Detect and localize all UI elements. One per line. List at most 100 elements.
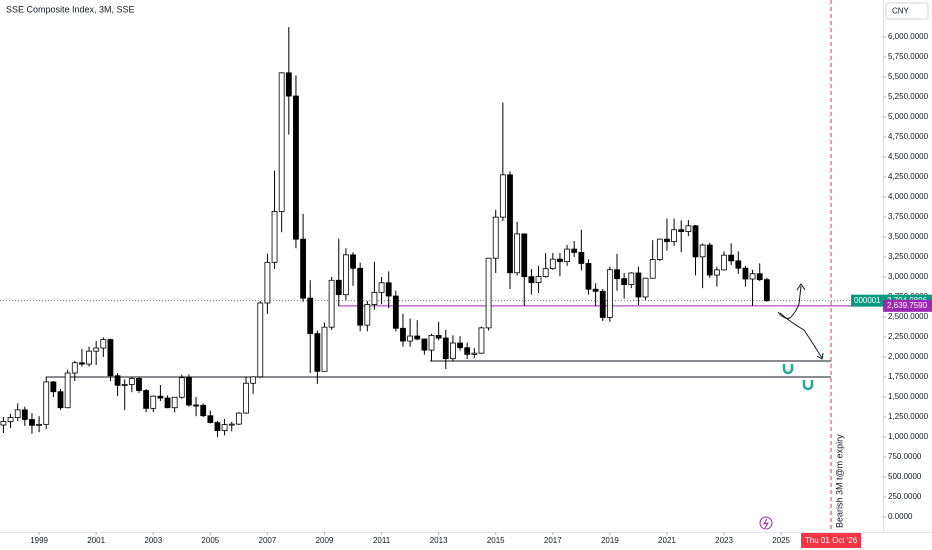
candle-body (485, 257, 492, 329)
candle-body (193, 404, 199, 407)
magnet-icon (802, 380, 814, 391)
candle-body (64, 372, 71, 409)
candle-body (571, 248, 578, 253)
y-tick-label: 0.0000 (888, 512, 913, 521)
candle-body (136, 378, 142, 391)
candle-body (549, 258, 556, 270)
candle-body (364, 304, 371, 326)
candle-body (128, 378, 135, 385)
candle-body (464, 347, 471, 355)
candle-body (535, 276, 542, 284)
y-tick-label: 4,500.0000 (888, 152, 929, 161)
candle-body (642, 277, 649, 298)
x-tick-label: 2003 (144, 536, 162, 545)
candle-body (621, 278, 628, 285)
candle-body (321, 326, 328, 372)
date-label-bg (801, 533, 862, 548)
y-tick-label: 2,250.0000 (888, 332, 929, 341)
candle-body (585, 263, 592, 290)
candle-body (228, 423, 235, 426)
plot-area (0, 27, 883, 438)
candle-body (599, 290, 606, 318)
y-tick-label: 2,500.0000 (888, 312, 929, 321)
candle-body (421, 338, 428, 351)
candle-body (635, 272, 642, 298)
y-tick-label: 4,250.0000 (888, 172, 929, 181)
candle-body (293, 95, 299, 240)
event-icon[interactable] (759, 516, 773, 530)
candle-body (564, 248, 570, 263)
forecast-arrow-up (777, 285, 802, 319)
candle-body (763, 279, 770, 302)
candle-body (378, 282, 385, 293)
candle-body (335, 279, 342, 296)
candle-body (649, 259, 656, 279)
magnet-icon (782, 364, 794, 375)
x-tick-label: 2005 (201, 536, 219, 545)
x-tick-label: 2007 (259, 536, 277, 545)
candle-body (71, 362, 78, 374)
candle-body (606, 269, 613, 318)
candle-body (435, 335, 442, 339)
candle-body (171, 396, 178, 409)
candle-body (442, 337, 449, 360)
candle-body (357, 267, 364, 326)
candle-body (557, 258, 563, 263)
y-tick-label: 5,000.0000 (888, 112, 929, 121)
candle-body (521, 233, 528, 278)
y-tick-label: 1,750.0000 (888, 372, 929, 381)
candle-body (671, 229, 677, 243)
candle-body (614, 269, 620, 280)
candle-body (385, 282, 392, 297)
x-tick-label: 2025 (772, 536, 790, 545)
candle-body (300, 238, 306, 299)
symbol-label: 000001 (854, 296, 881, 305)
candle-body (371, 291, 378, 305)
date-label: Thu 01 Oct '26 (805, 536, 858, 545)
candle-body (57, 391, 64, 409)
y-tick-label: 1,000.0000 (888, 432, 929, 441)
candle-body (692, 225, 699, 258)
candle-body (756, 273, 763, 281)
candle-body (278, 72, 285, 212)
candle-body (592, 288, 599, 292)
candle-body (235, 412, 242, 425)
candle-body (414, 335, 421, 340)
x-tick-label: 2011 (373, 536, 391, 545)
arrow-head (816, 352, 824, 360)
candle-body (257, 302, 264, 378)
y-tick-label: 4,000.0000 (888, 192, 929, 201)
candle-body (0, 421, 7, 426)
candle-body (656, 238, 663, 260)
candle-body (742, 267, 749, 280)
candle-body (706, 244, 713, 276)
candle-body (450, 342, 456, 360)
candle-body (157, 395, 164, 399)
candle-body (50, 381, 57, 393)
chart-title: SSE Composite Index, 3M, SSE (6, 4, 135, 14)
y-tick-label: 3,750.0000 (888, 212, 929, 221)
candle-body (328, 279, 335, 328)
candle-body (29, 419, 35, 426)
candle-body (43, 381, 50, 425)
candle-body (100, 339, 107, 349)
y-tick-label: 1,250.0000 (888, 412, 929, 421)
candle-body (507, 174, 513, 274)
candle-body (699, 244, 706, 258)
x-tick-label: 2019 (601, 536, 619, 545)
arrow-head (796, 283, 806, 291)
candle-body (150, 395, 157, 409)
candle-body (350, 254, 356, 269)
candle-body (721, 254, 727, 271)
y-tick-label: 3,250.0000 (888, 252, 929, 261)
candle-body (143, 390, 150, 409)
y-tick-label: 750.0000 (888, 452, 922, 461)
candle-body (578, 252, 585, 264)
x-tick-label: 1999 (30, 536, 48, 545)
candle-body (735, 260, 742, 269)
candle-body (264, 261, 271, 304)
candle-body (314, 333, 321, 372)
candle-body (307, 297, 314, 334)
currency-button[interactable] (885, 2, 929, 20)
